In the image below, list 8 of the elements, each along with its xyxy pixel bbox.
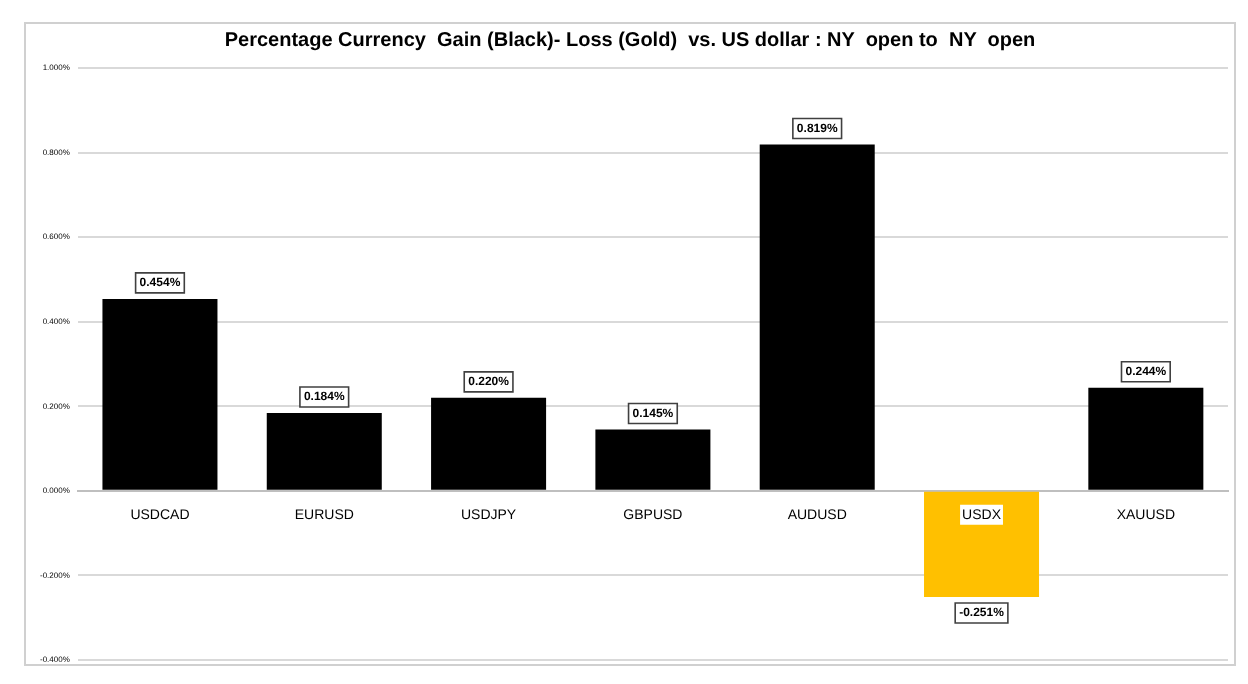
chart-title: Percentage Currency Gain (Black)- Loss (Gold) vs. US dollar : NY open to NY open — [224, 29, 1036, 52]
bar — [431, 397, 547, 490]
bar — [102, 298, 218, 490]
bar — [266, 413, 382, 490]
bar — [924, 491, 1040, 597]
bar — [1088, 387, 1204, 490]
bar — [595, 429, 711, 490]
bar — [759, 144, 875, 490]
